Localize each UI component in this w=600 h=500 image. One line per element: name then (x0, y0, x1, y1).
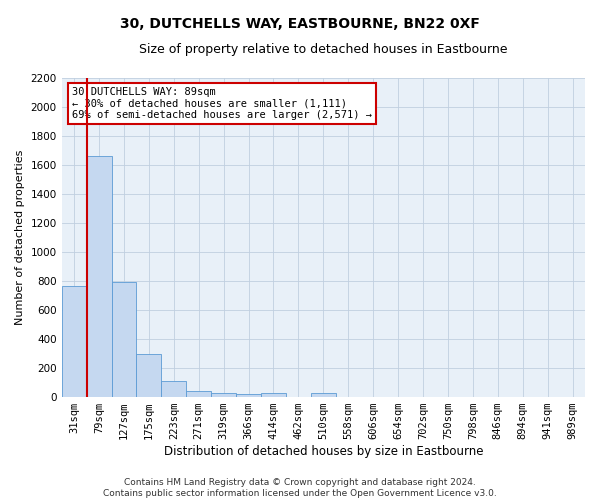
Text: 30 DUTCHELLS WAY: 89sqm
← 30% of detached houses are smaller (1,111)
69% of semi: 30 DUTCHELLS WAY: 89sqm ← 30% of detache… (72, 87, 372, 120)
Bar (236, 394, 261, 396)
X-axis label: Distribution of detached houses by size in Eastbourne: Distribution of detached houses by size … (164, 444, 483, 458)
Bar (261, 393, 286, 396)
Text: Contains HM Land Registry data © Crown copyright and database right 2024.
Contai: Contains HM Land Registry data © Crown c… (103, 478, 497, 498)
Text: 30, DUTCHELLS WAY, EASTBOURNE, BN22 0XF: 30, DUTCHELLS WAY, EASTBOURNE, BN22 0XF (120, 18, 480, 32)
Bar (112, 282, 136, 397)
Bar (86, 156, 112, 396)
Title: Size of property relative to detached houses in Eastbourne: Size of property relative to detached ho… (139, 42, 508, 56)
Bar (311, 393, 336, 396)
Y-axis label: Number of detached properties: Number of detached properties (15, 150, 25, 324)
Bar (161, 382, 186, 396)
Bar (186, 391, 211, 396)
Bar (62, 286, 86, 397)
Bar (211, 393, 236, 396)
Bar (136, 354, 161, 397)
